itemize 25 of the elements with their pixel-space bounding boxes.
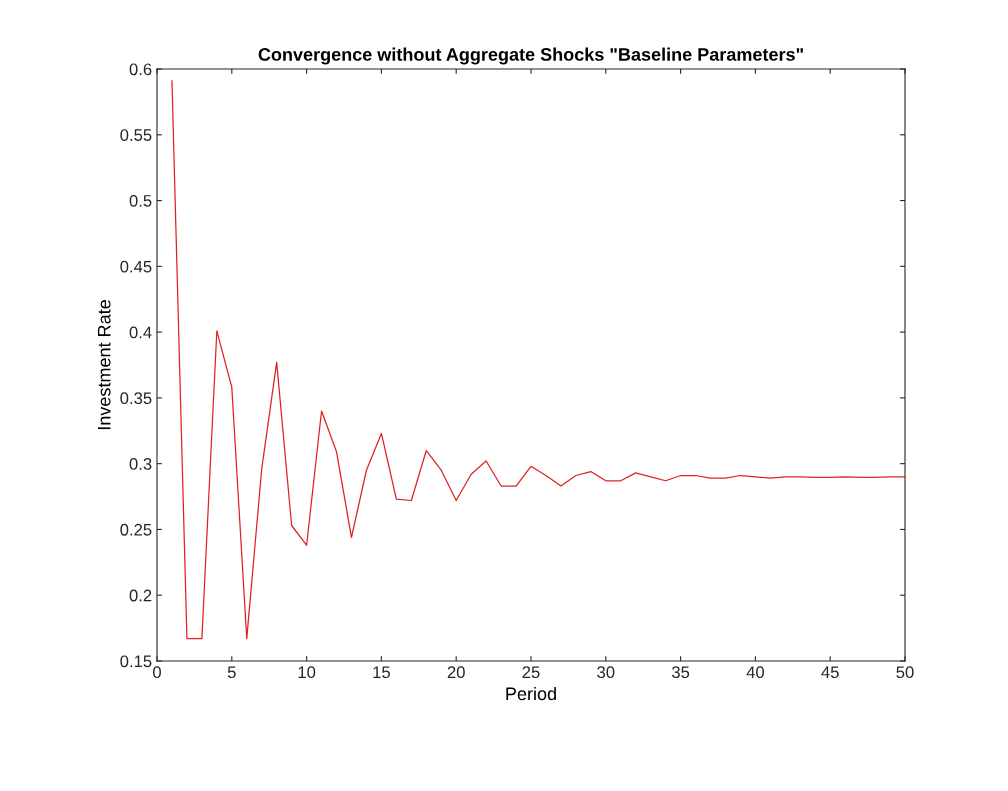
x-tick-label: 20 xyxy=(447,666,465,679)
x-tick-label: 25 xyxy=(522,666,540,679)
y-tick-label: 0.2 xyxy=(129,589,152,602)
y-tick-label: 0.4 xyxy=(129,326,152,339)
x-tick-label: 30 xyxy=(597,666,615,679)
y-tick-label: 0.15 xyxy=(120,655,152,668)
x-tick-label: 50 xyxy=(896,666,914,679)
y-tick-label: 0.45 xyxy=(120,260,152,273)
x-tick-label: 5 xyxy=(227,666,236,679)
y-tick-label: 0.3 xyxy=(129,458,152,470)
y-tick-label: 0.55 xyxy=(120,129,152,141)
y-tick-label: 0.6 xyxy=(129,63,152,76)
x-tick-label: 15 xyxy=(373,666,390,679)
x-tick-label: 10 xyxy=(298,666,316,679)
x-tick-label: 0 xyxy=(153,666,161,679)
x-tick-label: 40 xyxy=(746,666,765,679)
x-tick-label: 45 xyxy=(821,666,839,679)
y-tick-label: 0.25 xyxy=(120,523,152,536)
x-axis-title: Period xyxy=(506,686,556,701)
x-tick-label: 35 xyxy=(671,666,690,679)
y-tick-label: 0.5 xyxy=(129,194,152,207)
y-axis-title: Investment Rate xyxy=(97,300,111,430)
chart-title: Convergence without Aggregate Shocks "Baseline Parameters" xyxy=(258,47,803,65)
line-series xyxy=(171,80,905,640)
y-tick-label: 0.35 xyxy=(120,392,152,405)
